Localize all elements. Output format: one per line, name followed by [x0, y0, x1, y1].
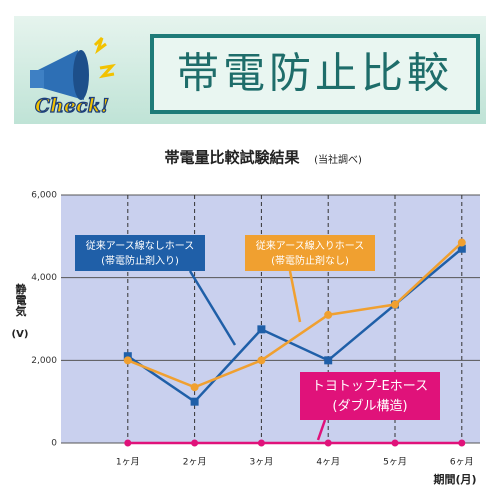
legend-detail: (ダブル構造)	[332, 398, 407, 414]
legend-name: 従来アース線入りホース	[256, 239, 364, 252]
y-tick-label: 4,000	[31, 273, 57, 283]
legend-box	[300, 372, 440, 420]
y-tick-label: 0	[51, 439, 57, 449]
point	[257, 356, 266, 365]
x-tick-label: 5ヶ月	[383, 457, 407, 468]
point	[257, 439, 265, 447]
badge: Check!	[35, 95, 109, 117]
chart-title: 帯電量比較試験結果	[164, 149, 300, 167]
point	[391, 439, 399, 447]
page-title: 帯電防止比較	[177, 49, 453, 98]
x-tick-label: 4ヶ月	[316, 457, 340, 468]
legend-name: トヨトップ-Eホース	[312, 379, 428, 394]
point	[190, 383, 199, 392]
title-box	[150, 34, 480, 114]
legend-name: 従来アース線なしホース	[86, 239, 194, 252]
x-tick-label: 2ヶ月	[183, 457, 207, 468]
y-axis-unit: (V)	[12, 329, 29, 340]
legend-box	[75, 235, 205, 271]
point	[457, 238, 466, 247]
point	[324, 439, 332, 447]
legend-pointer	[188, 270, 237, 346]
point	[324, 310, 333, 319]
megaphone-icon	[30, 36, 116, 100]
x-tick-label: 1ヶ月	[116, 457, 140, 468]
x-axis-label: 期間(月)	[433, 472, 476, 486]
x-tick-label: 6ヶ月	[450, 457, 474, 468]
point	[124, 439, 132, 447]
legend-detail: (帯電防止剤入り)	[101, 254, 179, 267]
y-tick-label: 6,000	[31, 191, 57, 201]
point	[391, 300, 399, 309]
series-line	[127, 241, 463, 389]
point	[458, 439, 466, 447]
chart-subtitle: (当社調べ)	[314, 153, 362, 166]
point	[324, 356, 333, 365]
legend-box	[245, 235, 375, 271]
point	[191, 439, 199, 447]
point	[257, 325, 266, 334]
legend-pointer	[288, 270, 302, 323]
point	[190, 397, 199, 406]
legend-detail: (帯電防止剤なし)	[271, 254, 349, 267]
y-axis-label: 静電気	[14, 282, 27, 317]
point	[123, 352, 132, 361]
point	[457, 244, 466, 253]
y-tick-label: 2,000	[31, 356, 57, 366]
x-tick-label: 3ヶ月	[250, 457, 274, 468]
legend-pointer	[316, 419, 327, 441]
point	[123, 356, 132, 365]
